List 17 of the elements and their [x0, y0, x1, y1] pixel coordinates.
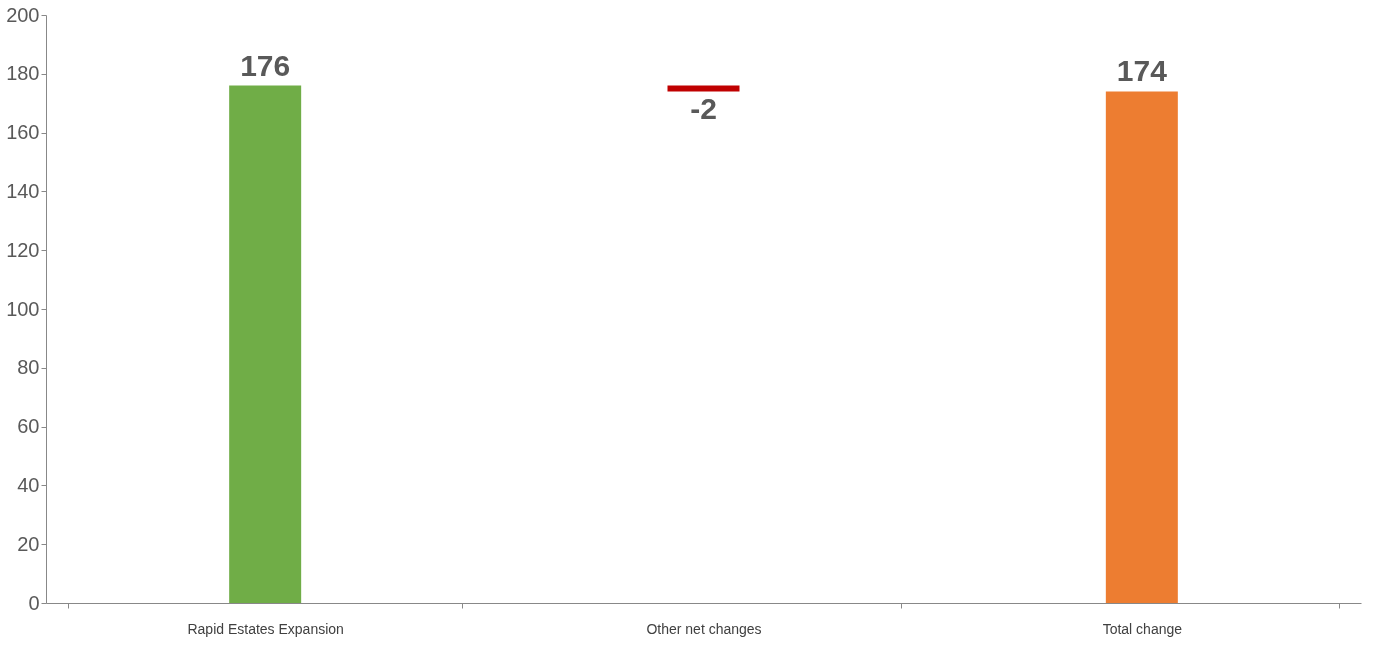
- y-tick-label: 60: [17, 415, 40, 438]
- y-tick-label: 40: [17, 473, 40, 496]
- y-tick-label: 0: [28, 591, 40, 614]
- y-tick-label: 20: [17, 532, 40, 555]
- x-tick-label: Rapid Estates Expansion: [187, 620, 344, 637]
- data-label: -2: [690, 92, 717, 126]
- y-tick-label: 200: [6, 3, 40, 26]
- x-tick-label: Total change: [1102, 620, 1183, 637]
- y-tick-label: 140: [6, 179, 40, 202]
- y-tick-label: 180: [6, 62, 40, 85]
- data-label: 174: [1116, 54, 1168, 88]
- y-tick-label: 160: [6, 121, 40, 144]
- x-tick-label: Other net changes: [646, 620, 762, 637]
- y-tick-label: 80: [17, 356, 40, 379]
- y-tick-label: 120: [6, 238, 40, 261]
- data-label: 176: [240, 48, 291, 82]
- y-tick-label: 100: [6, 297, 40, 320]
